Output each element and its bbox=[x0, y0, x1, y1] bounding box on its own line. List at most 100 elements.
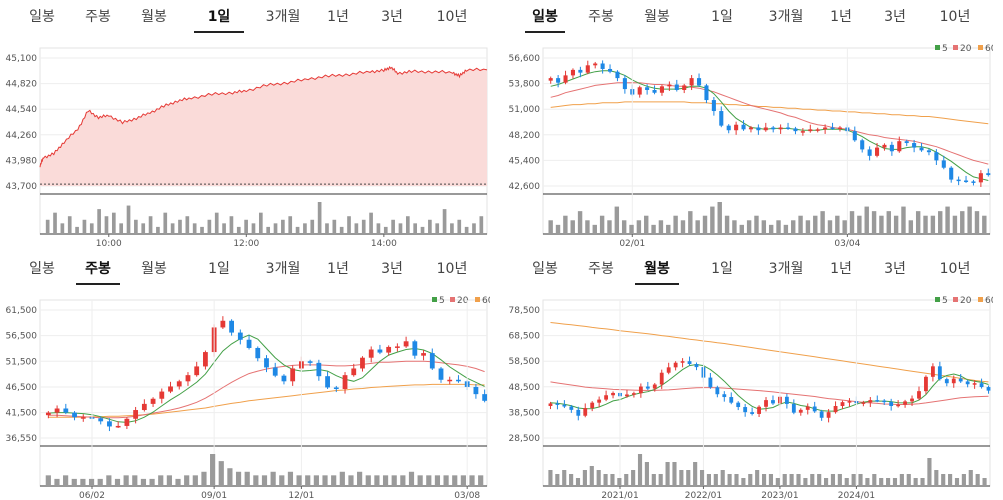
volume-bar bbox=[478, 475, 484, 486]
volume-bar bbox=[201, 471, 207, 486]
volume-bar bbox=[322, 475, 328, 486]
volume-bar bbox=[132, 475, 138, 486]
tab-7[interactable]: 10년 bbox=[939, 261, 971, 277]
tab-5[interactable]: 1년 bbox=[830, 9, 852, 25]
volume-bar bbox=[163, 212, 168, 234]
volume-bar bbox=[614, 206, 620, 234]
tab-2[interactable]: 월봉 bbox=[644, 9, 670, 25]
candle-body bbox=[840, 402, 845, 406]
volume-bar bbox=[830, 474, 836, 486]
tab-2[interactable]: 월봉 bbox=[141, 261, 167, 277]
tab-5[interactable]: 1년 bbox=[830, 261, 852, 277]
tab-1[interactable]: 주봉 bbox=[76, 257, 120, 285]
tab-5[interactable]: 1년 bbox=[327, 9, 349, 25]
volume-bar bbox=[805, 220, 811, 234]
candle-body bbox=[719, 111, 724, 126]
volume-bar bbox=[313, 475, 319, 486]
candle-body bbox=[687, 361, 692, 365]
tab-7[interactable]: 10년 bbox=[436, 261, 468, 277]
tab-3[interactable]: 1일 bbox=[711, 261, 733, 277]
tab-2[interactable]: 월봉 bbox=[141, 9, 167, 25]
tab-4[interactable]: 3개월 bbox=[265, 261, 301, 277]
volume-bar bbox=[170, 223, 175, 234]
candle-body bbox=[941, 160, 946, 168]
candle-body bbox=[956, 179, 961, 182]
candle-body bbox=[585, 65, 590, 73]
volume-bar bbox=[261, 475, 268, 486]
tab-4[interactable]: 3개월 bbox=[768, 261, 804, 277]
volume-bar bbox=[603, 474, 608, 486]
tab-6[interactable]: 3년 bbox=[381, 261, 403, 277]
volume-bar bbox=[746, 220, 752, 234]
tab-3[interactable]: 1일 bbox=[194, 5, 244, 33]
volume-bar bbox=[927, 458, 932, 486]
volume-bar bbox=[148, 216, 153, 234]
volume-bar bbox=[229, 216, 234, 234]
volume-bar bbox=[126, 205, 131, 234]
x-tick-label: 09/01 bbox=[201, 491, 227, 500]
tab-0[interactable]: 일봉 bbox=[29, 9, 55, 25]
tab-7[interactable]: 10년 bbox=[436, 9, 468, 25]
tab-0[interactable]: 일봉 bbox=[525, 5, 565, 33]
tab-1[interactable]: 주봉 bbox=[588, 261, 614, 277]
candle-body bbox=[823, 127, 828, 130]
tab-7[interactable]: 10년 bbox=[939, 9, 971, 25]
tab-4[interactable]: 3개월 bbox=[265, 9, 301, 25]
candle-body bbox=[615, 71, 620, 79]
tab-5[interactable]: 1년 bbox=[327, 261, 349, 277]
volume-bar bbox=[798, 215, 803, 234]
volume-bar bbox=[651, 224, 656, 234]
candle-body bbox=[949, 167, 954, 180]
tab-6[interactable]: 3년 bbox=[884, 261, 906, 277]
volume-bar bbox=[954, 478, 960, 486]
candle-body bbox=[421, 353, 426, 356]
tab-3[interactable]: 1일 bbox=[711, 9, 733, 25]
candle-body bbox=[978, 173, 983, 183]
y-tick-label: 45,400 bbox=[509, 156, 541, 166]
volume-bar bbox=[562, 470, 567, 486]
candle-body bbox=[659, 86, 664, 93]
candle-body bbox=[771, 127, 776, 130]
candle-body bbox=[771, 400, 775, 404]
candle-body bbox=[255, 347, 261, 359]
price-area-fill bbox=[40, 66, 487, 186]
volume-bar bbox=[450, 223, 454, 234]
candle-body bbox=[98, 418, 104, 422]
volume-bar bbox=[899, 474, 904, 486]
candle-body bbox=[986, 173, 991, 176]
tab-0[interactable]: 일봉 bbox=[29, 261, 55, 277]
volume-bar bbox=[796, 474, 801, 486]
candle-body bbox=[889, 401, 894, 406]
candle-body bbox=[133, 410, 139, 419]
intraday-chart-svg: 45,100 44,820 44,540 44,260 43,980 43,700 10:0… bbox=[6, 47, 488, 248]
volume-bar bbox=[227, 468, 233, 486]
candle-body bbox=[548, 78, 553, 81]
candle-body bbox=[203, 352, 208, 367]
candle-body bbox=[729, 397, 734, 403]
candle-body bbox=[784, 396, 789, 404]
candle-body bbox=[652, 384, 657, 389]
tab-1[interactable]: 주봉 bbox=[85, 9, 111, 25]
tab-6[interactable]: 3년 bbox=[381, 9, 403, 25]
price-line bbox=[39, 65, 488, 168]
tab-3[interactable]: 1일 bbox=[208, 261, 230, 277]
tab-1[interactable]: 주봉 bbox=[588, 9, 614, 25]
volume-bar bbox=[434, 475, 441, 486]
legend-swatch bbox=[978, 45, 983, 50]
volume-bar bbox=[706, 474, 711, 486]
candle-body bbox=[604, 395, 609, 400]
volume-bar bbox=[842, 220, 847, 234]
volume-bar bbox=[374, 475, 380, 486]
tab-6[interactable]: 3년 bbox=[884, 9, 906, 25]
legend-label: 20 bbox=[457, 296, 469, 306]
tab-2[interactable]: 월봉 bbox=[635, 257, 679, 285]
volume-bar bbox=[732, 220, 737, 234]
volume-bar bbox=[210, 454, 216, 486]
volume-bar bbox=[577, 211, 583, 234]
volume-bar bbox=[699, 470, 705, 486]
tab-0[interactable]: 일봉 bbox=[532, 261, 558, 277]
volume-bar bbox=[803, 478, 808, 486]
volume-bar bbox=[82, 219, 87, 234]
tab-4[interactable]: 3개월 bbox=[768, 9, 804, 25]
volume-bar bbox=[775, 478, 780, 486]
